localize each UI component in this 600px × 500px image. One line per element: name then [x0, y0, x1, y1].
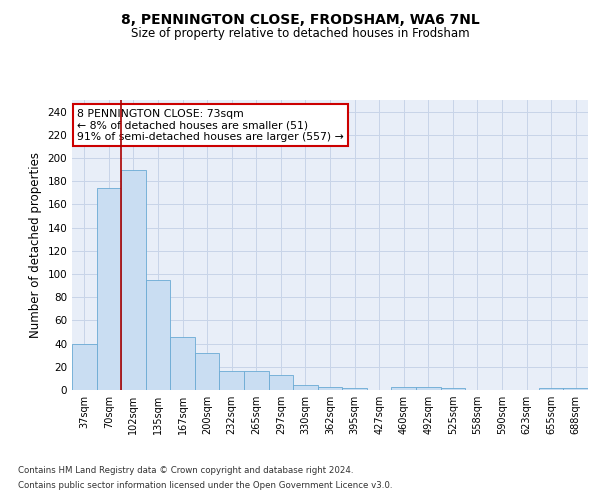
- Bar: [195, 353, 220, 390]
- Bar: [416, 386, 440, 390]
- Bar: [440, 388, 465, 390]
- Bar: [293, 386, 318, 390]
- Bar: [146, 280, 170, 390]
- Bar: [220, 372, 244, 390]
- Bar: [318, 386, 342, 390]
- Bar: [269, 375, 293, 390]
- Bar: [170, 336, 195, 390]
- Bar: [539, 388, 563, 390]
- Y-axis label: Number of detached properties: Number of detached properties: [29, 152, 42, 338]
- Bar: [97, 188, 121, 390]
- Text: Contains public sector information licensed under the Open Government Licence v3: Contains public sector information licen…: [18, 481, 392, 490]
- Bar: [391, 386, 416, 390]
- Text: 8 PENNINGTON CLOSE: 73sqm
← 8% of detached houses are smaller (51)
91% of semi-d: 8 PENNINGTON CLOSE: 73sqm ← 8% of detach…: [77, 108, 344, 142]
- Text: 8, PENNINGTON CLOSE, FRODSHAM, WA6 7NL: 8, PENNINGTON CLOSE, FRODSHAM, WA6 7NL: [121, 12, 479, 26]
- Text: Contains HM Land Registry data © Crown copyright and database right 2024.: Contains HM Land Registry data © Crown c…: [18, 466, 353, 475]
- Bar: [72, 344, 97, 390]
- Bar: [563, 388, 588, 390]
- Bar: [121, 170, 146, 390]
- Bar: [244, 372, 269, 390]
- Bar: [342, 388, 367, 390]
- Text: Size of property relative to detached houses in Frodsham: Size of property relative to detached ho…: [131, 28, 469, 40]
